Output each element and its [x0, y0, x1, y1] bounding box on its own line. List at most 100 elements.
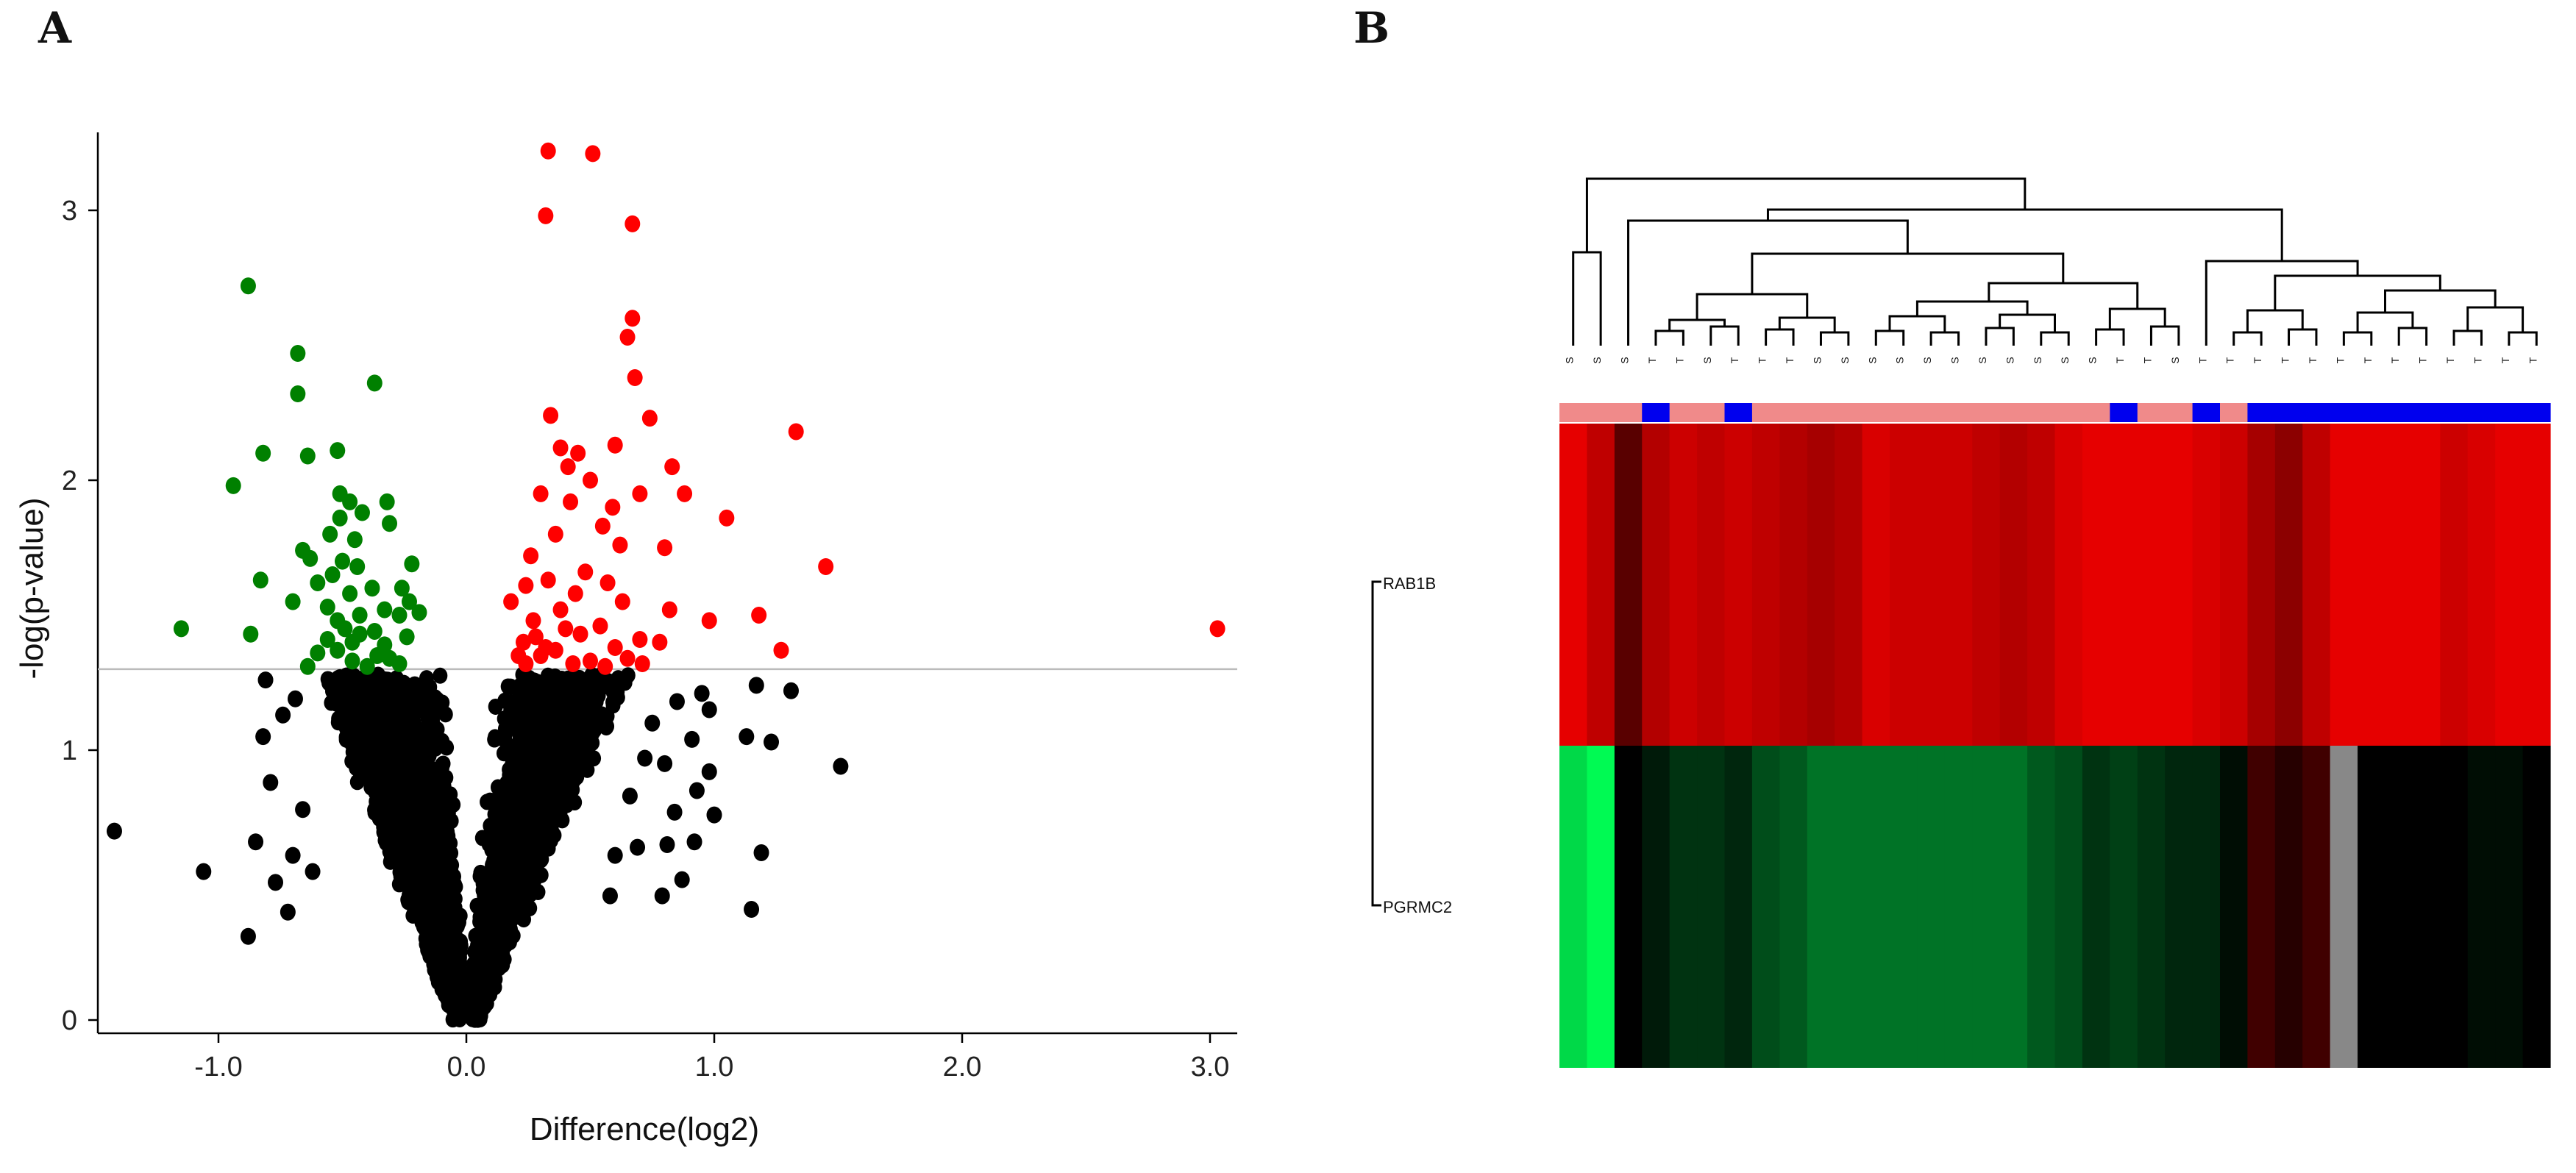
ns-point [287, 690, 303, 707]
up-point [540, 571, 556, 589]
heatmap-cell [1697, 746, 1726, 1068]
up-point [605, 499, 621, 516]
ns-point [433, 893, 449, 910]
ns-point [654, 887, 670, 905]
heatmap-cell [2110, 746, 2138, 1068]
series-down [173, 277, 427, 675]
ns-point [106, 822, 122, 840]
group-cell [1697, 403, 1726, 422]
ns-point [444, 892, 459, 909]
ns-point [391, 696, 407, 713]
heatmap-cell [1697, 424, 1726, 746]
column-dendrogram [1572, 177, 2538, 346]
up-point [523, 547, 539, 565]
heatmap-cell [2247, 424, 2276, 746]
heatmap-cell [2082, 746, 2110, 1068]
heatmap-cell [1807, 746, 1835, 1068]
dendrogram-link [2232, 331, 2263, 346]
up-point [540, 142, 556, 160]
heatmap-cell [2274, 424, 2303, 746]
ns-point [563, 675, 579, 692]
up-point [751, 607, 767, 624]
ns-point [495, 954, 510, 971]
ns-point [402, 886, 417, 903]
x-tick-label: 3.0 [1191, 1052, 1230, 1083]
group-cell [1587, 403, 1615, 422]
down-point [285, 593, 301, 610]
column-label: T [2114, 357, 2126, 363]
row-label-rab1b: RAB1B [1383, 574, 1436, 593]
up-point [583, 652, 598, 670]
group-cell [1642, 403, 1671, 422]
down-point [411, 604, 427, 621]
up-point [547, 525, 563, 543]
heatmap-cell [2137, 746, 2166, 1068]
ns-point [484, 946, 499, 963]
up-point [619, 328, 636, 346]
heatmap-cell [1559, 746, 1588, 1068]
column-label: T [1729, 357, 1740, 363]
series-ns [106, 671, 849, 945]
heatmap-cell [2412, 424, 2441, 746]
heatmap-cell [1587, 424, 1615, 746]
group-cell [2330, 403, 2358, 422]
ns-point [255, 728, 271, 746]
column-label: T [2252, 357, 2263, 363]
ns-point [526, 849, 541, 866]
x-axis-title: Difference(log2) [530, 1111, 759, 1147]
ns-point [404, 763, 419, 780]
column-label: S [2169, 357, 2181, 363]
ns-point [706, 806, 722, 824]
ns-point [516, 911, 532, 928]
ns-point [527, 706, 543, 723]
up-point [632, 631, 648, 649]
dendrogram-link [2508, 331, 2538, 346]
group-cell [2274, 403, 2303, 422]
ns-point [519, 883, 535, 899]
up-point [552, 601, 569, 618]
ns-point [602, 887, 618, 905]
ns-point [483, 792, 498, 809]
up-point [510, 647, 527, 665]
down-point [299, 447, 316, 465]
ns-point [506, 766, 522, 782]
y-axis-title: -log(p-value) [14, 498, 50, 680]
column-label: S [2032, 357, 2043, 363]
group-cell [2302, 403, 2331, 422]
ns-point [448, 955, 463, 971]
up-point [503, 593, 519, 610]
heatmap-cell [1614, 424, 1643, 746]
column-label: T [1757, 357, 1768, 363]
down-point [377, 601, 393, 618]
ns-point [248, 833, 264, 851]
down-point [366, 374, 383, 392]
ns-point [581, 716, 597, 733]
ns-point [377, 758, 392, 775]
ns-point [507, 840, 522, 857]
column-label: T [2362, 357, 2374, 363]
heatmap-cell [2220, 746, 2249, 1068]
heatmap-cell [1944, 746, 1973, 1068]
dendrogram-link [2342, 331, 2373, 346]
down-point [349, 557, 366, 575]
y-tick-label: 0 [62, 1005, 77, 1036]
ns-point [391, 787, 407, 804]
ns-point [586, 685, 602, 702]
dendrogram-link [1929, 331, 1960, 346]
group-cell [1917, 403, 1946, 422]
ns-point [507, 818, 522, 835]
ns-point [425, 787, 441, 804]
down-point [290, 345, 306, 363]
column-label: S [1977, 357, 1988, 363]
heatmap-cell [1779, 746, 1808, 1068]
dendrogram-link [2149, 325, 2180, 346]
heatmap-cell [2522, 424, 2551, 746]
group-cell [2440, 403, 2469, 422]
series-up [503, 142, 1225, 675]
up-point [625, 215, 641, 232]
group-cell [2110, 403, 2138, 422]
ns-point [363, 760, 378, 777]
heatmap-cell [2385, 746, 2413, 1068]
ns-point [644, 714, 661, 732]
down-point [401, 593, 417, 610]
